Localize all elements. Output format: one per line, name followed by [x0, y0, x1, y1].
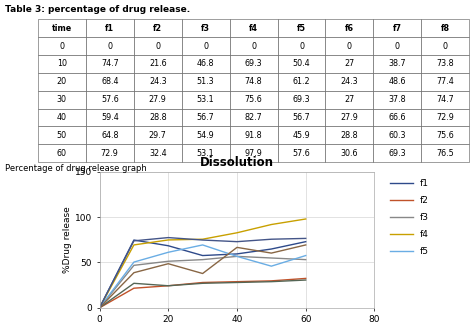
f2	[303, 276, 309, 280]
Line: f3: f3	[100, 256, 306, 308]
f5	[97, 306, 102, 310]
f3	[303, 258, 309, 261]
Line: f4: f4	[100, 219, 306, 308]
Line: f2: f2	[100, 278, 306, 308]
Line: f1: f1	[100, 240, 306, 308]
f3	[97, 306, 102, 310]
f1	[268, 247, 274, 251]
Text: Table 3: percentage of drug release.: Table 3: percentage of drug release.	[5, 5, 190, 14]
f1	[200, 254, 205, 258]
f5	[165, 250, 171, 254]
f4	[303, 217, 309, 221]
f4	[268, 223, 274, 226]
f4	[97, 306, 102, 310]
f2	[268, 279, 274, 283]
f4	[165, 238, 171, 242]
f3	[234, 254, 240, 258]
f3	[200, 258, 205, 261]
f3	[165, 259, 171, 263]
f1	[234, 252, 240, 256]
f1	[303, 240, 309, 244]
f1	[165, 244, 171, 248]
f5	[234, 254, 240, 258]
Text: Percentage of drug release graph: Percentage of drug release graph	[5, 164, 146, 173]
f5	[268, 264, 274, 268]
f4	[200, 237, 205, 241]
f3	[268, 256, 274, 260]
Title: Dissolution: Dissolution	[200, 156, 274, 169]
f3	[131, 263, 137, 267]
Legend: f1, f2, f3, f4, f5: f1, f2, f3, f4, f5	[390, 179, 429, 257]
f2	[131, 286, 137, 290]
f2	[234, 280, 240, 284]
f2	[97, 306, 102, 310]
f4	[234, 231, 240, 235]
f1	[131, 238, 137, 242]
Y-axis label: %Drug release: %Drug release	[63, 206, 72, 273]
f4	[131, 243, 137, 247]
f1	[97, 306, 102, 310]
Line: f5: f5	[100, 245, 306, 308]
f5	[200, 243, 205, 247]
f2	[165, 284, 171, 288]
f2	[200, 281, 205, 284]
f5	[131, 260, 137, 264]
f5	[303, 254, 309, 258]
